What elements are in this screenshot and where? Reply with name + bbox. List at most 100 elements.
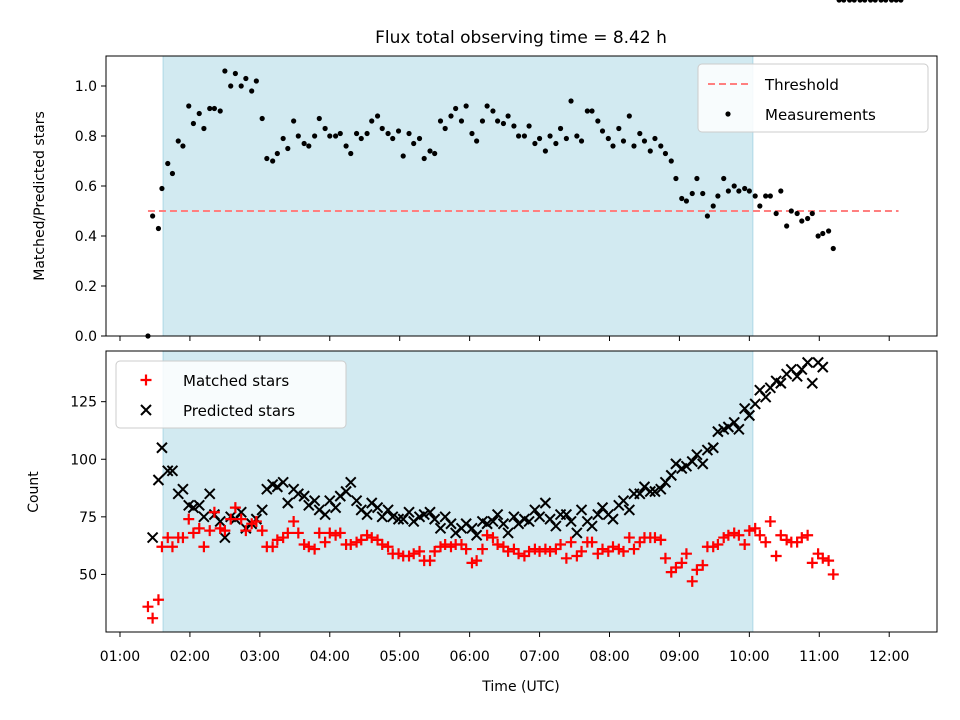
top-plot-frame: [105, 55, 938, 337]
observing-interval-shade: [162, 55, 754, 337]
matched-star-point: [534, 545, 546, 557]
predicted-star-point: [749, 398, 761, 410]
predicted-star-point: [523, 515, 535, 528]
matched-star-point: [523, 545, 535, 557]
measurement-point: [186, 103, 192, 109]
measurement-point: [652, 135, 658, 142]
matched-star-point: [460, 543, 472, 555]
measurement-point: [767, 193, 773, 199]
measurement-point: [626, 113, 632, 119]
matched-star-point: [376, 538, 388, 550]
matched-star-point: [147, 612, 159, 624]
x-tick-label: 03:00: [240, 649, 280, 665]
matched-star-point: [691, 564, 703, 576]
measurement-point: [453, 105, 459, 112]
measurement-point: [883, 0, 889, 3]
measurement-point: [175, 138, 181, 144]
legend-matched-label: Matched stars: [183, 372, 289, 390]
measurement-point: [679, 195, 685, 202]
measurement-point: [568, 98, 574, 104]
measurement-point: [641, 138, 648, 144]
measurement-point: [616, 125, 622, 132]
predicted-star-point: [686, 455, 698, 468]
matched-star-point: [193, 522, 205, 534]
measurement-point: [715, 193, 721, 199]
measurement-point: [490, 108, 496, 114]
matched-star-point: [166, 541, 178, 553]
matched-star-point: [334, 527, 346, 539]
chart-title: Flux total observing time = 8.42 h: [375, 28, 667, 48]
predicted-star-point: [277, 476, 289, 488]
matched-star-point: [802, 529, 814, 541]
measurement-point: [400, 153, 406, 159]
predicted-star-point: [387, 511, 399, 523]
matched-star-point: [324, 527, 336, 539]
predicted-star-point: [256, 504, 268, 516]
predicted-star-point: [565, 515, 577, 528]
measurement-point: [228, 83, 234, 89]
measurement-point: [836, 0, 842, 3]
measurement-point: [411, 140, 417, 147]
measurement-point: [763, 193, 769, 199]
predicted-star-point: [418, 508, 430, 521]
measurement-point: [217, 108, 223, 114]
measurement-point: [888, 0, 895, 3]
matched-star-point: [670, 562, 682, 574]
predicted-star-point: [550, 520, 562, 532]
predicted-star-point: [392, 513, 405, 525]
predicted-star-point: [759, 391, 772, 403]
measurement-point: [291, 118, 297, 124]
measurement-point: [605, 135, 611, 142]
top-y-axis-label: Matched/Predicted stars: [32, 111, 48, 281]
matched-star-point: [597, 543, 609, 555]
measurement-point: [563, 135, 569, 142]
measurement-point: [820, 230, 826, 237]
measurement-point: [259, 115, 265, 122]
measurement-point: [647, 148, 653, 154]
measurement-point: [343, 143, 349, 149]
measurement-point: [557, 125, 564, 132]
measurement-point: [589, 108, 595, 114]
predicted-star-point: [617, 495, 630, 507]
predicted-star-point: [491, 508, 504, 521]
matched-star-point: [366, 532, 378, 544]
measurement-point: [312, 133, 318, 139]
predicted-star-point: [575, 504, 588, 516]
measurement-point: [374, 113, 381, 119]
matched-star-point: [208, 506, 220, 518]
measurement-point: [437, 118, 444, 124]
predicted-star-point: [187, 501, 200, 514]
matched-star-point: [576, 545, 588, 557]
measurement-point: [274, 150, 280, 157]
matched-star-point: [250, 515, 262, 527]
predicted-star-point: [806, 377, 818, 389]
matched-star-point: [560, 552, 572, 564]
measurement-point: [243, 75, 249, 82]
measurement-point: [285, 145, 291, 152]
predicted-star-point: [434, 522, 447, 535]
measurement-point: [815, 233, 821, 239]
predicted-star-point: [470, 529, 483, 541]
matched-star-point: [414, 545, 426, 557]
matched-star-point: [198, 541, 210, 553]
predicted-star-point: [214, 515, 226, 528]
measurement-point: [637, 130, 643, 137]
matched-star-point: [187, 527, 199, 539]
predicted-star-point: [539, 497, 552, 509]
measurement-point: [721, 175, 727, 182]
measurement-point: [390, 135, 396, 142]
predicted-star-point: [361, 508, 373, 521]
measurement-point: [448, 113, 454, 119]
bottom-legend: Matched stars Predicted stars: [115, 360, 347, 429]
x-tick-label: 04:00: [310, 649, 350, 665]
measurement-point: [280, 135, 286, 142]
measurement-point: [731, 183, 737, 189]
predicted-star-point: [655, 483, 667, 495]
matched-star-point: [617, 545, 629, 557]
measurement-point: [547, 133, 553, 139]
measurement-point: [165, 160, 171, 167]
measurement-point: [757, 203, 763, 209]
top-panel: 0.0 0.2 0.4 0.6 0.8 1.0 Threshold Measurements: [75, 0, 938, 345]
matched-star-point: [256, 525, 268, 537]
y-tick-label: 0.0: [75, 329, 97, 345]
